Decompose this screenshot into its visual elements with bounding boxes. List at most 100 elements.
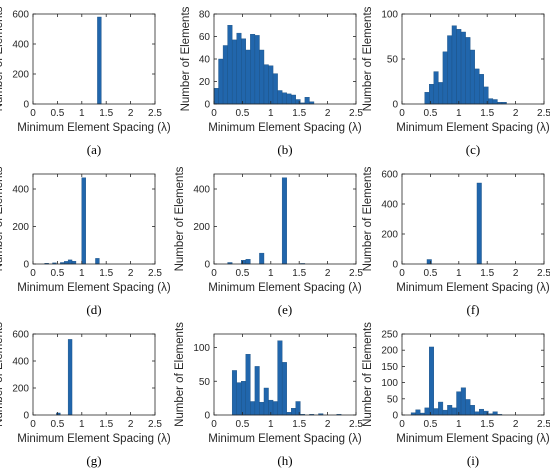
histogram-bar: [426, 259, 432, 265]
y-tick-label: 0: [204, 411, 210, 422]
x-axis-label: Minimum Element Spacing (λ): [208, 122, 362, 134]
y-tick-label: 600: [12, 330, 29, 341]
y-axis-label: Number of Elements: [362, 322, 374, 427]
histogram-bar: [424, 407, 430, 416]
histogram-bar: [447, 35, 453, 105]
histogram-bar: [415, 409, 421, 416]
histogram-bar: [483, 410, 489, 416]
x-tick-label: 2.5: [148, 108, 162, 119]
y-tick-label: 250: [381, 330, 398, 341]
y-tick-label: 0: [23, 411, 29, 422]
x-tick-label: 2: [128, 108, 134, 119]
x-tick-label: 2: [325, 268, 331, 279]
histogram-bar: [429, 346, 435, 416]
histogram-bar: [281, 177, 287, 265]
x-tick-label: 0: [30, 268, 36, 279]
x-tick-label: 1: [456, 419, 462, 430]
y-tick-label: 20: [199, 77, 211, 88]
y-axis-label: Number of Elements: [0, 6, 5, 111]
histogram-bar: [241, 260, 246, 265]
histogram-bar: [460, 31, 466, 105]
histogram-bar: [469, 49, 475, 105]
histogram-bar: [483, 86, 489, 105]
y-tick-label: 60: [199, 32, 211, 43]
x-tick-label: 2: [128, 419, 134, 430]
histogram-bar: [291, 94, 296, 105]
y-tick-label: 400: [12, 185, 29, 196]
x-tick-label: 0.5: [423, 108, 437, 119]
panel-label: (c): [466, 142, 480, 157]
y-tick-label: 0: [23, 260, 29, 271]
y-tick-label: 40: [199, 55, 211, 66]
histogram-bar: [263, 387, 269, 416]
histogram-bar: [245, 259, 251, 265]
y-axis-label: Number of Elements: [180, 6, 192, 111]
axes-frame: [213, 333, 357, 416]
x-tick-label: 0.5: [235, 268, 249, 279]
histogram-bar: [451, 25, 457, 105]
x-tick-label: 1.5: [99, 108, 113, 119]
axes-frame: [401, 333, 545, 416]
histogram-panel: 0 0.5 1 1.5 2 2.5 0 50 100 150 200 250 Minimum Eleme…: [362, 322, 550, 468]
histogram-bar: [465, 37, 471, 105]
histogram-bar: [263, 64, 269, 105]
histogram-bar: [442, 51, 448, 105]
histogram-bar: [231, 39, 237, 105]
histogram-bar: [67, 259, 73, 265]
x-tick-label: 2: [513, 108, 519, 119]
y-tick-label: 600: [12, 10, 29, 21]
histogram-panel: 0 0.5 1 1.5 2 2.5 0 200 400 600 Minimum Element Sp…: [0, 322, 171, 468]
y-axis-label: Number of Elements: [174, 322, 186, 427]
x-tick-label: 2: [513, 419, 519, 430]
y-tick-label: 100: [193, 343, 210, 354]
histogram-bar: [465, 399, 471, 416]
x-tick-label: 1.5: [99, 419, 113, 430]
histogram-bar: [295, 99, 301, 105]
x-tick-label: 2: [325, 108, 331, 119]
histogram-bar: [456, 29, 462, 105]
x-tick-label: 2.5: [537, 268, 550, 279]
histogram-bar: [451, 407, 457, 416]
histogram-bar: [222, 45, 228, 105]
x-tick-label: 2.5: [537, 419, 550, 430]
histogram-bar: [95, 258, 100, 265]
histogram-bar: [241, 38, 246, 105]
histogram-bar: [259, 401, 265, 416]
histogram-bar: [277, 340, 283, 416]
x-tick-label: 1: [268, 108, 274, 119]
histogram-bar: [295, 401, 301, 416]
histogram-bar: [460, 387, 466, 416]
histogram-panel: 0 0.5 1 1.5 2 2.5 0 200 400 Minimum Element Spaci…: [174, 166, 363, 317]
histogram-bar: [304, 97, 310, 105]
x-tick-label: 2: [513, 268, 519, 279]
x-tick-label: 2.5: [148, 268, 162, 279]
axes-frame: [32, 173, 156, 265]
y-tick-label: 400: [12, 357, 29, 368]
x-axis-label: Minimum Element Spacing (λ): [17, 122, 171, 134]
y-tick-label: 0: [204, 100, 210, 111]
histogram-bar: [245, 49, 251, 105]
y-axis-label: Number of Elements: [362, 166, 374, 271]
histogram-bar: [488, 98, 494, 105]
y-tick-label: 150: [381, 362, 398, 373]
histogram-panel: 0 0.5 1 1.5 2 2.5 0 50 100 Minimum Element Spacin…: [174, 322, 363, 468]
histogram-bar: [438, 401, 444, 416]
histogram-bar: [429, 83, 435, 105]
x-tick-label: 0.5: [50, 268, 64, 279]
x-tick-label: 1: [79, 419, 85, 430]
y-tick-label: 200: [381, 346, 398, 357]
panel-label: (d): [86, 302, 101, 317]
panel-label: (i): [467, 453, 479, 468]
histogram-panel: 0 0.5 1 1.5 2 2.5 0 50 100 Minimum Element Spacin…: [362, 6, 550, 157]
histogram-bar: [67, 339, 73, 416]
histogram-panel: 0 0.5 1 1.5 2 2.5 0 200 400 600 Minimum Element Sp…: [362, 166, 550, 317]
histogram-bar: [71, 260, 77, 265]
y-tick-label: 400: [381, 200, 398, 211]
histogram-bar: [476, 182, 482, 265]
histogram-bar: [227, 25, 233, 105]
x-tick-label: 2: [325, 419, 331, 430]
histogram-bar: [250, 401, 256, 416]
histogram-bar: [277, 90, 283, 105]
axes-frame: [32, 333, 156, 416]
